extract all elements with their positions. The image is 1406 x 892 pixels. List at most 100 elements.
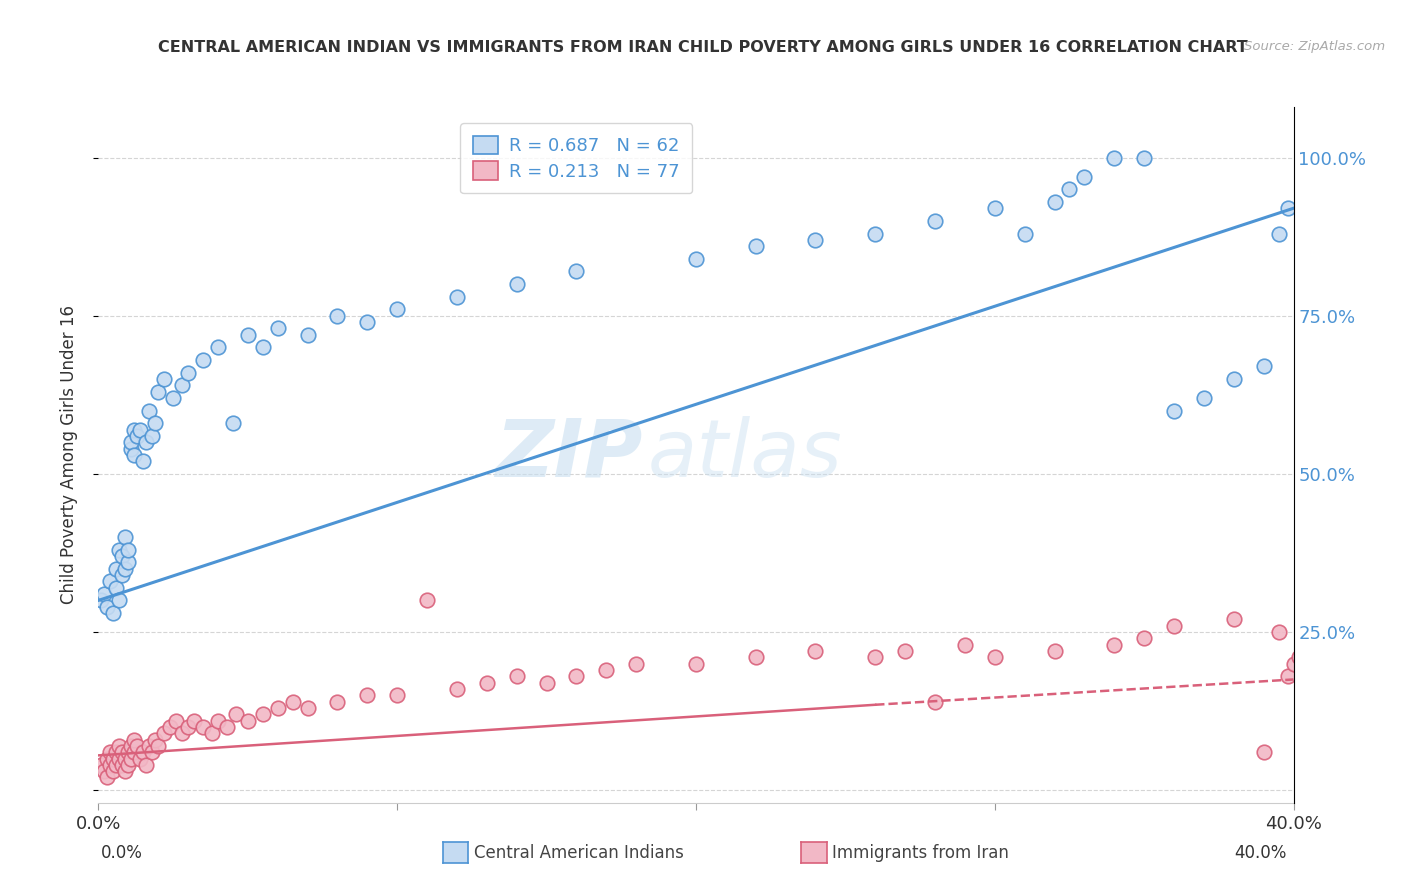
Point bbox=[90, 593, 112, 607]
Point bbox=[506, 669, 529, 683]
Point bbox=[98, 757, 122, 772]
Point bbox=[191, 720, 214, 734]
Point bbox=[108, 593, 131, 607]
Point bbox=[96, 599, 118, 614]
Point bbox=[1253, 359, 1275, 374]
Point bbox=[141, 429, 163, 443]
Point bbox=[297, 701, 319, 715]
Point bbox=[356, 688, 378, 702]
Point bbox=[153, 726, 176, 740]
Point bbox=[105, 745, 128, 759]
Point bbox=[984, 201, 1007, 215]
Point bbox=[894, 644, 917, 658]
Point bbox=[1163, 618, 1185, 632]
Text: 40.0%: 40.0% bbox=[1234, 844, 1286, 862]
Point bbox=[132, 454, 155, 468]
Point bbox=[98, 574, 122, 589]
Point bbox=[120, 442, 142, 456]
Point bbox=[953, 638, 976, 652]
Point bbox=[165, 714, 187, 728]
Point bbox=[252, 707, 274, 722]
Point bbox=[103, 764, 125, 779]
Point bbox=[1223, 612, 1246, 626]
Point bbox=[326, 309, 349, 323]
Point bbox=[745, 239, 768, 253]
Point bbox=[117, 745, 139, 759]
Point bbox=[124, 745, 146, 759]
Point bbox=[159, 720, 181, 734]
Point bbox=[1267, 625, 1289, 640]
Point bbox=[1267, 227, 1289, 241]
Text: Central American Indians: Central American Indians bbox=[474, 844, 683, 862]
Point bbox=[105, 581, 128, 595]
Point bbox=[565, 264, 588, 278]
Point bbox=[297, 327, 319, 342]
Point bbox=[446, 681, 468, 696]
Point bbox=[111, 549, 134, 563]
Point bbox=[148, 384, 170, 399]
Point bbox=[804, 233, 827, 247]
Point bbox=[172, 378, 194, 392]
Point bbox=[191, 353, 214, 368]
Point bbox=[865, 227, 887, 241]
Point bbox=[90, 757, 112, 772]
Point bbox=[1043, 194, 1066, 209]
Point bbox=[252, 340, 274, 354]
Point bbox=[124, 423, 146, 437]
Point bbox=[143, 732, 166, 747]
Point bbox=[153, 372, 176, 386]
Point bbox=[138, 739, 160, 753]
Point bbox=[103, 751, 125, 765]
Point bbox=[506, 277, 529, 292]
Point bbox=[595, 663, 617, 677]
Point bbox=[685, 252, 707, 266]
Point bbox=[117, 542, 139, 557]
Point bbox=[138, 403, 160, 417]
Point bbox=[96, 771, 118, 785]
Point bbox=[127, 739, 149, 753]
Point bbox=[98, 745, 122, 759]
Point bbox=[626, 657, 648, 671]
Point bbox=[416, 593, 439, 607]
Text: 0.0%: 0.0% bbox=[101, 844, 143, 862]
Point bbox=[1253, 745, 1275, 759]
Text: Source: ZipAtlas.com: Source: ZipAtlas.com bbox=[1244, 40, 1385, 54]
Point bbox=[207, 714, 229, 728]
Point bbox=[536, 675, 558, 690]
Point bbox=[132, 745, 155, 759]
Point bbox=[1192, 391, 1215, 405]
Point bbox=[1223, 372, 1246, 386]
Point bbox=[120, 739, 142, 753]
Point bbox=[135, 435, 157, 450]
Point bbox=[93, 764, 115, 779]
Point bbox=[215, 720, 238, 734]
Point bbox=[117, 757, 139, 772]
Point bbox=[1277, 201, 1299, 215]
Point bbox=[1073, 169, 1095, 184]
Point bbox=[924, 214, 946, 228]
Point bbox=[114, 751, 136, 765]
Point bbox=[93, 587, 115, 601]
Point bbox=[1043, 644, 1066, 658]
Point bbox=[141, 745, 163, 759]
Point bbox=[114, 764, 136, 779]
Point bbox=[96, 751, 118, 765]
Point bbox=[1163, 403, 1185, 417]
Point bbox=[120, 435, 142, 450]
Point bbox=[177, 366, 200, 380]
Point bbox=[236, 714, 259, 728]
Point bbox=[143, 417, 166, 431]
Point bbox=[1104, 151, 1126, 165]
Point bbox=[117, 556, 139, 570]
Point bbox=[267, 321, 290, 335]
Point bbox=[1282, 657, 1305, 671]
Point bbox=[475, 675, 498, 690]
Point bbox=[103, 606, 125, 620]
Point bbox=[225, 707, 247, 722]
Point bbox=[281, 695, 304, 709]
Point bbox=[984, 650, 1007, 665]
Point bbox=[1133, 151, 1156, 165]
Point bbox=[745, 650, 768, 665]
Legend: R = 0.687   N = 62, R = 0.213   N = 77: R = 0.687 N = 62, R = 0.213 N = 77 bbox=[460, 123, 693, 194]
Point bbox=[108, 751, 131, 765]
